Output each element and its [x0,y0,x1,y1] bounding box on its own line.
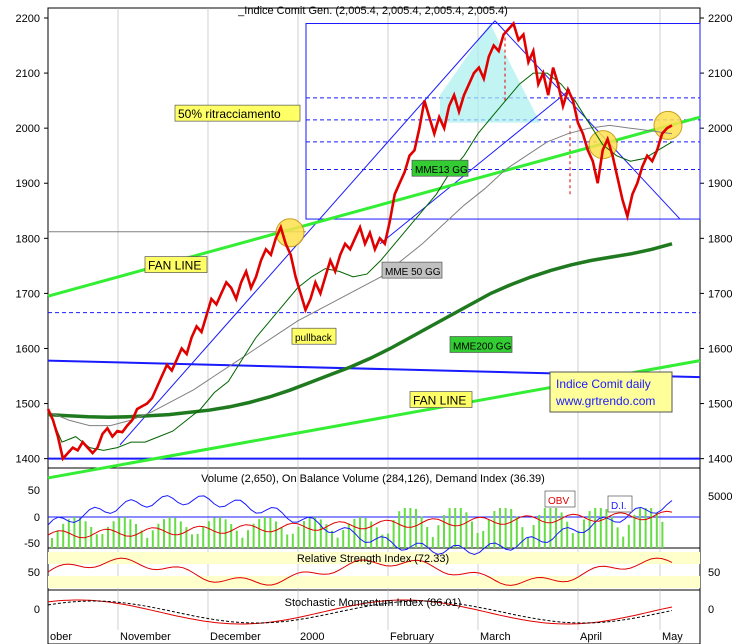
y-tick-label-right: 1600 [708,343,732,355]
y-tick-label-left: 2200 [16,13,40,25]
highlight-circle [275,218,305,248]
series-mme200 [47,242,673,420]
di-label: D.I. [611,501,627,512]
y-tick-label-left: 1800 [16,233,40,245]
channel-line [379,89,571,245]
annotation-mme50: MME 50 GG [385,267,441,278]
series-mme50 [47,124,673,427]
info-title: Indice Comit daily [556,377,651,391]
y-tick-label-left: 2100 [16,68,40,80]
y-tick-label-right: 2000 [708,123,732,135]
y-tick-label-right: 1500 [708,399,732,411]
di-label-box [607,495,633,513]
y-tick-label-right: 2200 [708,13,732,25]
annotation-pullback-box [291,327,337,345]
annotation-mme200-box [449,336,513,353]
smi-tick: 0 [34,604,40,616]
highlight-circle [653,110,683,140]
demand-line [47,510,673,539]
annotation-ritracciamento: 50% ritracciamento [178,107,281,121]
grid [44,7,704,644]
obv-line [47,495,673,556]
rsi-band-top [48,552,700,564]
labels: ober November December 2000 February March Apr… [16,13,733,643]
x-tick-label: ober [50,631,72,643]
y-tick-label-left: 1700 [16,288,40,300]
y-tick-label-right: 1400 [708,454,732,466]
annotation-fan-line-2-box [409,391,473,408]
smi-tick-right: 0 [708,604,714,616]
smi-line [47,599,673,625]
channel-line [119,20,496,446]
y-tick-label-right: 1800 [708,233,732,245]
obv-label-box [544,490,576,508]
x-tick-label: March [480,631,511,643]
y-tick-label-left: 1600 [16,343,40,355]
volume-tick: 50 [28,485,40,497]
annotation-mme200: MME200 GG [453,341,512,352]
y-tick-label-left: 2000 [16,123,40,135]
rsi-tick-right: 50 [708,567,720,579]
x-tick-label: February [390,631,435,643]
x-tick-label: April [580,631,602,643]
info-url: www.grtrendo.com [555,394,655,408]
annotation-mme13: MME13 GG [415,165,468,176]
series-lines [46,20,673,625]
rsi-tick: 50 [28,567,40,579]
annotation-fan-line-box [144,256,208,273]
y-tick-label-left: 1900 [16,178,40,190]
obv-label: OBV [548,496,569,507]
series-price [46,20,673,462]
annotation-fan-line: FAN LINE [148,259,201,273]
y-tick-label-left: 1500 [16,399,40,411]
retracement-box [305,23,701,220]
y-tick-label-right: 1700 [708,288,732,300]
annotation-mme50-box [381,261,443,279]
peak-shading [440,23,540,123]
smi-signal-line [47,600,673,624]
x-tick-label: May [662,631,683,643]
sub-panel-frame-2 [47,589,701,644]
annotation-ritracciamento-box [174,104,301,122]
y-tick-label-left: 1400 [16,454,40,466]
x-tick-label: December [210,631,261,643]
rsi-band-bottom [48,576,700,588]
rsi-line [47,557,673,586]
x-tick-label: 2000 [300,631,324,643]
info-box [549,371,673,413]
smi-panel-title: Stochastic Momentum Index (86.01) [285,597,462,609]
chart-title: _Indice Comit Gen. (2,005.4, 2,005.4, 2,… [237,5,508,17]
volume-tick: 0 [34,512,40,524]
y-tick-label-right: 2100 [708,68,732,80]
volume-tick: -50 [24,538,40,550]
volume-tick-right: 5000 [708,491,732,503]
annotation-fan-line-2: FAN LINE [413,394,466,408]
volume-panel-title: Volume (2,650), On Balance Volume (284,1… [201,473,545,485]
annotation-pullback: pullback [295,333,333,344]
annotation-mme13-box [411,159,469,177]
x-tick-label: November [120,631,171,643]
y-tick-label-right: 1900 [708,178,732,190]
rsi-panel-title: Relative Strength Index (72.33) [297,553,449,565]
